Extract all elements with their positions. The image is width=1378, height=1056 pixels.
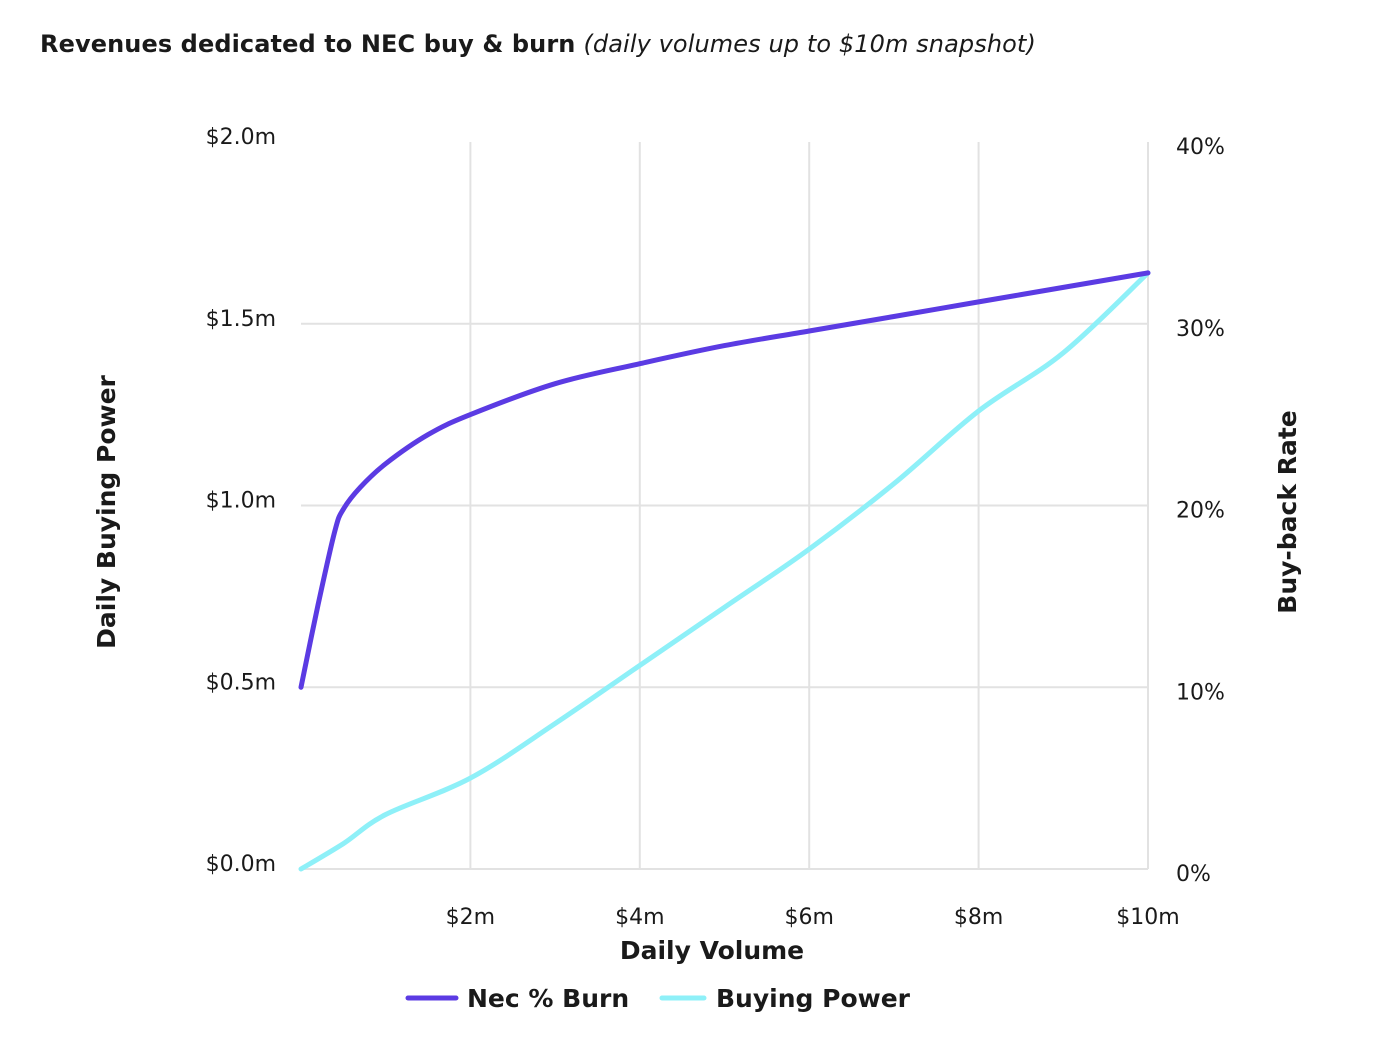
x-tick-label: $2m (446, 905, 495, 930)
y-right-tick-label: 40% (1176, 135, 1225, 160)
x-axis-title: Daily Volume (620, 936, 804, 965)
x-tick-label: $8m (954, 905, 1003, 930)
chart-title: Revenues dedicated to NEC buy & burn (dai… (40, 30, 1036, 58)
y-left-tick-label: $1.5m (206, 307, 276, 332)
y-left-tick-label: $0.5m (206, 670, 276, 695)
legend-label-buying-power: Buying Power (716, 984, 911, 1013)
tick-labels: $2m $4m $6m $8m $10m $0.0m $0.5m $1.0m $1.5m $2.0… (206, 125, 1225, 930)
y-axis-left-title: Daily Buying Power (92, 374, 121, 648)
chart-title-main: Revenues dedicated to NEC buy & burn (40, 30, 576, 58)
y-left-tick-label: $1.0m (206, 489, 276, 514)
x-tick-label: $10m (1116, 905, 1179, 930)
y-right-tick-label: 20% (1176, 499, 1225, 524)
series-lines (298, 270, 1151, 872)
y-right-tick-label: 0% (1176, 862, 1211, 887)
series-line-buying-power (298, 270, 1151, 872)
y-left-tick-label: $2.0m (206, 125, 276, 150)
x-tick-label: $4m (615, 905, 664, 930)
y-left-tick-label: $0.0m (206, 852, 276, 877)
y-axis-right-title: Buy-back Rate (1273, 410, 1302, 613)
legend-label-nec-burn: Nec % Burn (467, 984, 629, 1013)
legend: Nec % Burn Buying Power (405, 984, 911, 1013)
x-tick-label: $6m (784, 905, 833, 930)
y-right-tick-label: 30% (1176, 317, 1225, 342)
grid (301, 142, 1149, 870)
y-right-tick-label: 10% (1176, 680, 1225, 705)
series-line-nec-burn (298, 270, 1151, 690)
chart-subtitle: (daily volumes up to $10m snapshot) (583, 30, 1036, 58)
